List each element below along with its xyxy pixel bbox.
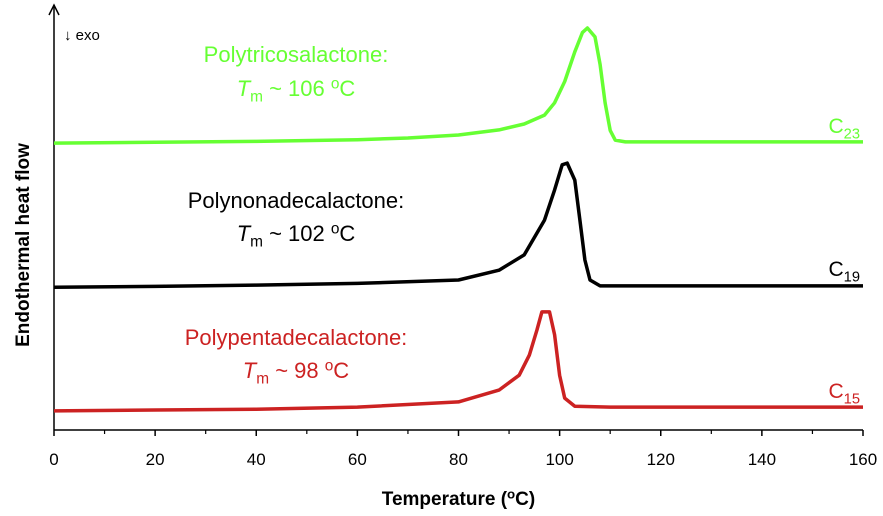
x-tick-label: 100	[545, 450, 573, 469]
text-part: C	[333, 358, 349, 383]
x-tick-label: 120	[647, 450, 675, 469]
text-part: C	[828, 258, 843, 281]
dsc-curve	[53, 26, 863, 145]
text-part: Temperature (	[382, 489, 508, 510]
text-part: o	[325, 357, 334, 374]
x-tick-label: 160	[849, 450, 877, 469]
x-tick-label: 140	[748, 450, 776, 469]
text-part: C	[828, 115, 843, 138]
melting-temp: Tm ~ 102 oC	[237, 220, 356, 250]
dsc-curve	[53, 310, 863, 413]
text-part: T	[237, 76, 252, 101]
x-tick-label: 0	[49, 450, 58, 469]
text-part: C	[339, 221, 355, 246]
text-part: ~ 102	[263, 221, 331, 246]
series-end-label: C19	[828, 258, 860, 285]
text-part: C	[339, 76, 355, 101]
text-part: m	[256, 371, 269, 388]
melting-temp: Tm ~ 106 oC	[237, 75, 356, 105]
exo-note: ↓ exo	[64, 27, 100, 44]
dsc-curve	[53, 161, 863, 289]
text-part: ~ 98	[269, 358, 325, 383]
y-axis-arrow	[48, 3, 60, 16]
text-part: 23	[844, 126, 860, 142]
series-name: Polynonadecalactone:	[188, 188, 405, 213]
text-part: T	[237, 221, 252, 246]
x-tick-label: 80	[449, 450, 468, 469]
text-part: o	[507, 486, 515, 501]
text-part: o	[331, 220, 340, 237]
text-part: ~ 106	[263, 76, 331, 101]
text-part: 15	[844, 391, 860, 407]
x-tick-label: 40	[247, 450, 266, 469]
text-part: C)	[515, 489, 535, 510]
text-part: m	[250, 89, 263, 106]
series-end-label: C23	[828, 115, 860, 142]
series-end-label: C15	[828, 380, 860, 407]
series-name: Polypentadecalactone:	[185, 325, 408, 350]
y-axis-label: Endothermal heat flow	[13, 143, 34, 347]
melting-temp: Tm ~ 98 oC	[243, 357, 350, 387]
text-part: T	[243, 358, 258, 383]
x-tick-label: 20	[146, 450, 165, 469]
series-name: Polytricosalactone:	[204, 42, 389, 67]
text-part: o	[331, 75, 340, 92]
text-part: 19	[844, 269, 860, 285]
x-tick-label: 60	[348, 450, 367, 469]
text-part: m	[250, 234, 263, 251]
x-axis-label: Temperature (oC)	[382, 486, 535, 510]
text-part: C	[828, 380, 843, 403]
